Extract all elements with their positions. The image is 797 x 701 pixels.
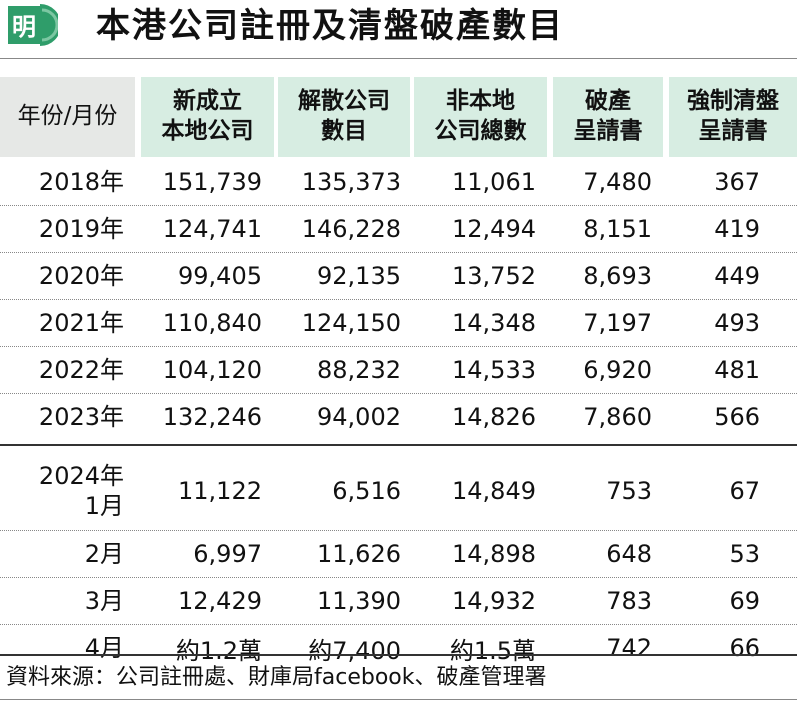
period-cell: 2020年	[38, 262, 124, 290]
table-row: 3月 12,429 11,390 14,932 783 69	[0, 578, 797, 625]
header-winding-up: 強制清盤 呈請書	[669, 77, 797, 157]
new-local-cell: 110,840	[162, 309, 262, 337]
non-local-cell: 約1.5萬	[449, 636, 536, 665]
period-cell: 2023年	[38, 403, 124, 431]
winding-up-cell: 66	[729, 634, 760, 662]
dissolved-cell: 135,373	[301, 168, 401, 196]
winding-up-cell: 419	[714, 215, 760, 243]
non-local-cell: 14,898	[452, 540, 536, 568]
period-cell: 2024年 1月	[38, 462, 124, 520]
period-cell: 2018年	[38, 168, 124, 196]
table-row: 2023年 132,246 94,002 14,826 7,860 566	[0, 394, 797, 440]
new-local-cell: 99,405	[178, 262, 262, 290]
winding-up-cell: 367	[714, 168, 760, 196]
bankruptcy-cell: 753	[606, 477, 652, 505]
bankruptcy-cell: 8,693	[583, 262, 652, 290]
period-cell: 2019年	[38, 215, 124, 243]
period-cell: 2021年	[38, 309, 124, 337]
table-row: 2018年 151,739 135,373 11,061 7,480 367	[0, 159, 797, 206]
dissolved-cell: 11,626	[317, 540, 401, 568]
non-local-cell: 13,752	[452, 262, 536, 290]
table-row: 2020年 99,405 92,135 13,752 8,693 449	[0, 253, 797, 300]
new-local-cell: 104,120	[162, 356, 262, 384]
source-note: 資料來源：公司註冊處、財庫局facebook、破產管理署	[6, 665, 547, 690]
header-period: 年份/月份	[0, 77, 135, 157]
non-local-cell: 14,849	[452, 477, 536, 505]
period-cell: 3月	[84, 587, 124, 615]
stats-table: 年份/月份 新成立 本地公司 解散公司 數目 非本地 公司總數 破產 呈請書 強…	[0, 77, 797, 671]
logo-char: 明	[12, 13, 36, 41]
winding-up-cell: 566	[714, 403, 760, 431]
dissolved-cell: 124,150	[301, 309, 401, 337]
title-divider	[0, 58, 797, 59]
dissolved-cell: 92,135	[317, 262, 401, 290]
group-divider	[0, 444, 797, 446]
non-local-cell: 14,348	[452, 309, 536, 337]
bottom-divider	[0, 699, 797, 700]
period-cell: 2月	[84, 540, 124, 568]
non-local-cell: 12,494	[452, 215, 536, 243]
winding-up-cell: 449	[714, 262, 760, 290]
bankruptcy-cell: 648	[606, 540, 652, 568]
winding-up-cell: 53	[729, 540, 760, 568]
bankruptcy-cell: 783	[606, 587, 652, 615]
winding-up-cell: 67	[729, 477, 760, 505]
page-title: 本港公司註冊及清盤破產數目	[96, 6, 564, 46]
table-row: 2021年 110,840 124,150 14,348 7,197 493	[0, 300, 797, 347]
yearly-rows: 2018年 151,739 135,373 11,061 7,480 367 2019年 12…	[0, 159, 797, 440]
header-new-local: 新成立 本地公司	[141, 77, 274, 157]
winding-up-cell: 69	[729, 587, 760, 615]
bankruptcy-cell: 7,860	[583, 403, 652, 431]
bankruptcy-cell: 742	[606, 634, 652, 662]
non-local-cell: 14,826	[452, 403, 536, 431]
dissolved-cell: 11,390	[317, 587, 401, 615]
dissolved-cell: 146,228	[301, 215, 401, 243]
header-dissolved: 解散公司 數目	[278, 77, 410, 157]
bankruptcy-cell: 7,480	[583, 168, 652, 196]
bankruptcy-cell: 6,920	[583, 356, 652, 384]
footer-divider	[0, 654, 797, 656]
header-bankruptcy: 破產 呈請書	[553, 77, 663, 157]
dissolved-cell: 88,232	[317, 356, 401, 384]
bankruptcy-cell: 8,151	[583, 215, 652, 243]
new-local-cell: 12,429	[178, 587, 262, 615]
table-row: 2022年 104,120 88,232 14,533 6,920 481	[0, 347, 797, 394]
bankruptcy-cell: 7,197	[583, 309, 652, 337]
new-local-cell: 124,741	[162, 215, 262, 243]
table-row: 2019年 124,741 146,228 12,494 8,151 419	[0, 206, 797, 253]
table-header-row: 年份/月份 新成立 本地公司 解散公司 數目 非本地 公司總數 破產 呈請書 強…	[0, 77, 797, 159]
new-local-cell: 132,246	[162, 403, 262, 431]
table-row: 4月 約1.2萬 約7,400 約1.5萬 742 66	[0, 625, 797, 671]
ming-pao-logo: 明	[8, 4, 58, 46]
monthly-rows: 2024年 1月 11,122 6,516 14,849 753 67 2月 6,997 11,…	[0, 452, 797, 671]
period-cell: 4月	[84, 634, 124, 662]
new-local-cell: 151,739	[162, 168, 262, 196]
period-cell: 2022年	[38, 356, 124, 384]
winding-up-cell: 481	[714, 356, 760, 384]
non-local-cell: 11,061	[452, 168, 536, 196]
dissolved-cell: 94,002	[317, 403, 401, 431]
winding-up-cell: 493	[714, 309, 760, 337]
new-local-cell: 約1.2萬	[175, 636, 262, 665]
dissolved-cell: 約7,400	[308, 636, 401, 665]
non-local-cell: 14,533	[452, 356, 536, 384]
dissolved-cell: 6,516	[332, 477, 401, 505]
header-non-local: 非本地 公司總數	[414, 77, 547, 157]
non-local-cell: 14,932	[452, 587, 536, 615]
table-row: 2月 6,997 11,626 14,898 648 53	[0, 531, 797, 578]
new-local-cell: 11,122	[178, 477, 262, 505]
table-row: 2024年 1月 11,122 6,516 14,849 753 67	[0, 452, 797, 531]
new-local-cell: 6,997	[193, 540, 262, 568]
